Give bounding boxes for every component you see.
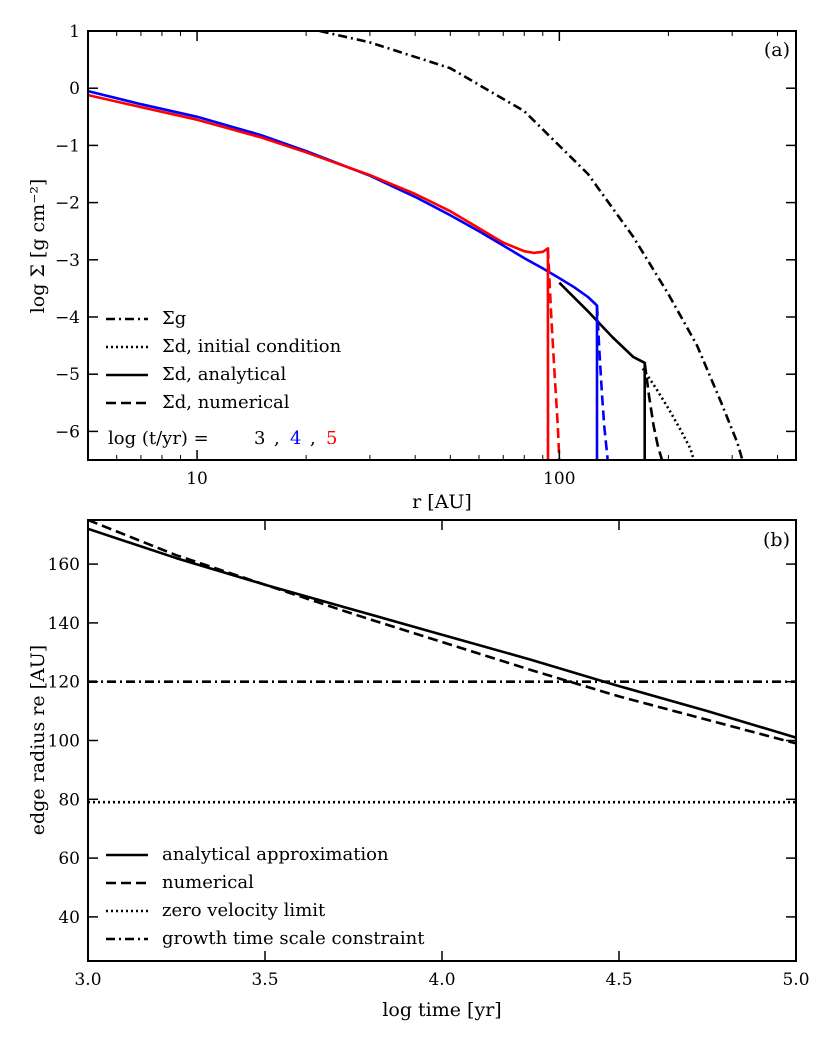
panel-a-ytick-label: 0 <box>69 79 80 99</box>
panel-b-xtick-label: 3.5 <box>251 970 278 990</box>
panel-a-ytick-label: 1 <box>69 22 80 42</box>
panel-b-frame <box>87 519 797 962</box>
series-line-analytical-approximation <box>88 527 796 739</box>
panel-b-ytick-label: 80 <box>58 790 80 810</box>
panel-b-ytick-label: 60 <box>58 849 80 869</box>
panel-a-xlabel: r [AU] <box>412 491 472 513</box>
series-line-d-initial-condition <box>641 367 696 460</box>
legend-label: Σd, initial condition <box>162 336 342 357</box>
legend-label: Σd, numerical <box>162 392 290 413</box>
panel-a-xtick-label: 100 <box>543 469 575 489</box>
series-line-numerical <box>88 520 796 745</box>
panel-b-tag: (b) <box>763 529 790 551</box>
time-legend-value-3: 3 <box>254 428 265 449</box>
panel-a-series <box>88 31 744 460</box>
panel-a-ytick-label: −2 <box>55 194 80 214</box>
panel-a-ytick-label: −1 <box>55 136 80 156</box>
time-legend-value-5: 5 <box>326 428 337 449</box>
legend-label: analytical approximation <box>162 844 389 865</box>
panel-b-ticks: 3.0 3.5 4.0 4.5 5.0 40 60 80 100 120 140 160 <box>48 520 810 990</box>
panel-b-ytick-label: 100 <box>48 732 80 752</box>
series-line-g <box>319 31 744 460</box>
panel-a-ylabel: log Σ [g cm⁻²] <box>27 179 49 314</box>
panel-a-xtick-label: 10 <box>186 469 208 489</box>
panel-b-xtick-label: 3.0 <box>74 970 101 990</box>
time-legend-sep-1: , <box>274 428 280 449</box>
legend-label: zero velocity limit <box>162 900 326 921</box>
panel-a-ytick-label: −3 <box>55 251 80 271</box>
panel-b-xtick-label: 4.0 <box>428 970 455 990</box>
legend-label: numerical <box>162 872 254 893</box>
panel-b-ytick-label: 120 <box>48 673 80 693</box>
panel-b-legend: analytical approximation numerical zero ve… <box>106 844 425 949</box>
panel-b-ytick-label: 160 <box>48 555 80 575</box>
panel-b-xtick-label: 4.5 <box>605 970 632 990</box>
time-legend-value-4: 4 <box>290 428 301 449</box>
legend-label: Σg <box>162 308 186 329</box>
panel-b: 3.0 3.5 4.0 4.5 5.0 40 60 80 100 120 140 160 (b) lo… <box>27 519 810 1021</box>
panel-b-xtick-label: 5.0 <box>782 970 809 990</box>
panel-a-legend: Σg Σd, initial condition Σd, analytical Σd,… <box>106 308 342 413</box>
panel-b-series <box>88 520 796 804</box>
legend-label: Σd, analytical <box>162 364 286 385</box>
panel-b-xlabel: log time [yr] <box>382 999 501 1021</box>
series-line-d-analytical-log-t-yr-3 <box>558 281 647 460</box>
time-legend-prefix: log (t/yr) = <box>108 428 209 449</box>
panel-b-ylabel: edge radius re [AU] <box>27 645 49 835</box>
legend-label: growth time scale constraint <box>162 928 425 949</box>
series-line-d-numerical-log-t-yr-5 <box>546 248 561 460</box>
panel-a-tag: (a) <box>764 39 790 61</box>
panel-b-ytick-label: 140 <box>48 614 80 634</box>
panel-a-ytick-label: −4 <box>55 308 80 328</box>
time-legend: log (t/yr) = 3 , 4 , 5 <box>108 428 337 449</box>
series-line-d-analytical-log-t-yr-5 <box>88 93 550 460</box>
series-line-d-numerical-log-t-yr-4 <box>595 305 609 460</box>
panel-a-ytick-label: −5 <box>55 365 80 385</box>
time-legend-sep-2: , <box>310 428 316 449</box>
series-line-d-numerical-log-t-yr-3 <box>643 362 664 460</box>
panel-b-ytick-label: 40 <box>58 908 80 928</box>
panel-a-frame <box>87 30 797 461</box>
panel-a-ytick-label: −6 <box>55 422 80 442</box>
series-line-d-analytical-log-t-yr-4 <box>88 89 599 460</box>
